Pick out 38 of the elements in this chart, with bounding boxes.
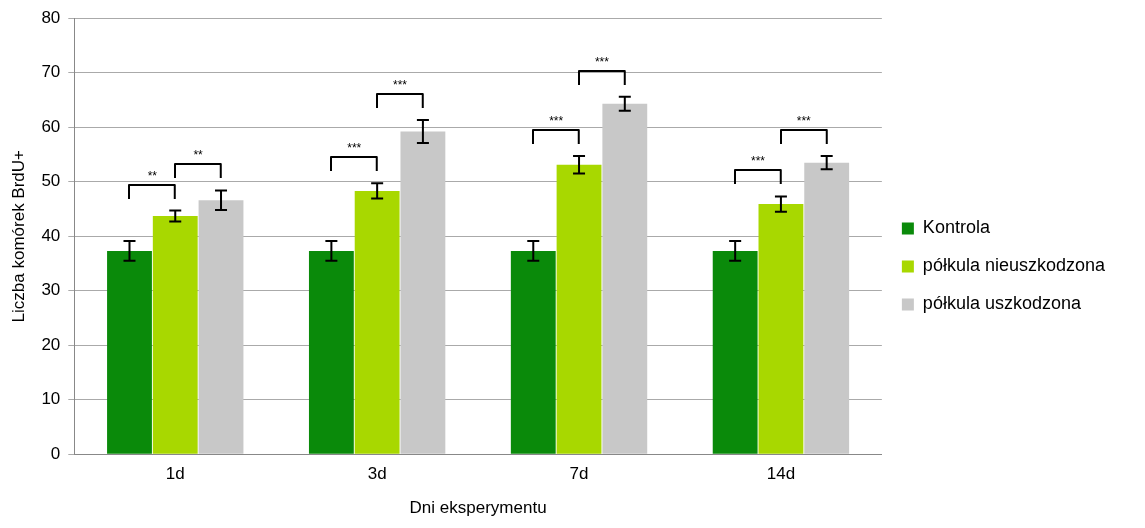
y-tick-label: 60	[41, 116, 61, 136]
bar	[804, 162, 850, 454]
y-tick-label: 10	[41, 389, 61, 409]
y-tick-label: 70	[41, 62, 61, 82]
annotation: **	[192, 148, 204, 163]
bar	[198, 200, 244, 454]
annotation: ***	[346, 141, 363, 156]
bar	[152, 216, 198, 454]
annotation: ***	[392, 78, 408, 93]
legend-label: Kontrola	[922, 217, 991, 238]
y-tick-label: 50	[41, 171, 61, 191]
bar	[354, 190, 400, 454]
bar	[712, 250, 758, 454]
x-tick-label: 14d	[766, 464, 796, 484]
annotation: ***	[795, 114, 812, 129]
bar	[556, 164, 602, 454]
bar	[510, 250, 556, 454]
legend-label: półkula nieuszkodzona	[922, 255, 1106, 276]
annotation: ***	[548, 114, 565, 129]
bar	[758, 204, 804, 454]
annotation: ***	[750, 154, 767, 169]
bar	[602, 103, 648, 454]
x-tick-label: 7d	[569, 464, 589, 484]
y-axis-title: Liczba komórek BrdU+	[8, 149, 28, 323]
y-tick-label: 20	[41, 334, 61, 354]
bar	[107, 250, 152, 454]
y-tick-label: 80	[41, 7, 61, 27]
annotation: ***	[593, 54, 610, 69]
annotation: **	[146, 168, 159, 183]
bar	[308, 250, 354, 454]
y-tick-label: 0	[50, 443, 61, 463]
y-tick-label: 30	[41, 280, 61, 300]
bar	[400, 131, 446, 454]
x-axis-title: Dni eksperymentu	[409, 498, 547, 518]
x-tick-label: 1d	[165, 464, 185, 484]
y-tick-label: 40	[41, 225, 61, 245]
x-tick-label: 3d	[367, 464, 387, 484]
legend-label: półkula uszkodzona	[922, 293, 1082, 314]
